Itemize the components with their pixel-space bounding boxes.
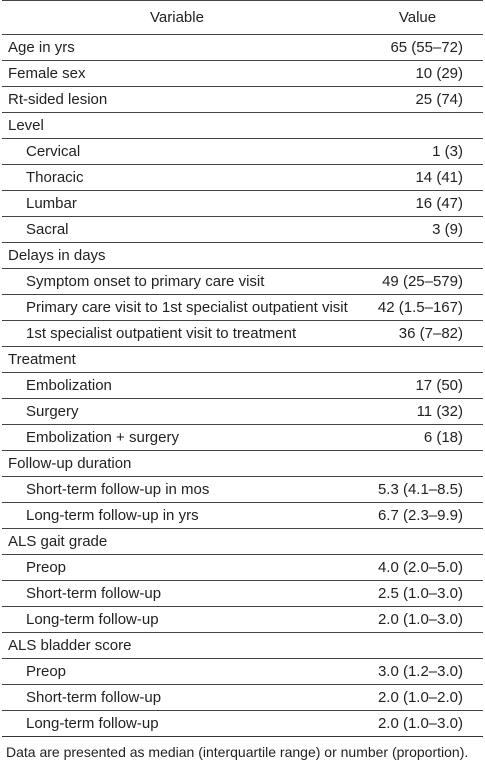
row-value: 14 (41)	[352, 164, 483, 191]
table-row: Age in yrs 65 (55–72)	[2, 34, 483, 61]
row-value	[352, 112, 483, 139]
row-value: 4.0 (2.0–5.0)	[352, 554, 483, 581]
row-value: 25 (74)	[352, 86, 483, 113]
row-label: Follow-up duration	[2, 450, 352, 477]
row-value: 1 (3)	[352, 138, 483, 165]
table-row: Rt-sided lesion 25 (74)	[2, 86, 483, 113]
table-row: Short-term follow-up 2.0 (1.0–2.0)	[2, 684, 483, 711]
row-label: Age in yrs	[2, 34, 352, 61]
row-label: Preop	[2, 554, 352, 581]
table-row: Short-term follow-up 2.5 (1.0–3.0)	[2, 580, 483, 607]
row-value	[352, 242, 483, 269]
table-row: Embolization 17 (50)	[2, 372, 483, 399]
row-label: Lumbar	[2, 190, 352, 217]
row-value: 10 (29)	[352, 60, 483, 87]
table-row: Surgery 11 (32)	[2, 398, 483, 425]
row-label: Cervical	[2, 138, 352, 165]
row-label: Long-term follow-up in yrs	[2, 502, 352, 529]
table-row: ALS bladder score	[2, 632, 483, 659]
row-value: 36 (7–82)	[352, 320, 483, 347]
row-value: 2.0 (1.0–3.0)	[352, 710, 483, 737]
row-label: ALS gait grade	[2, 528, 352, 555]
table-row: Preop 3.0 (1.2–3.0)	[2, 658, 483, 685]
table-row: Thoracic 14 (41)	[2, 164, 483, 191]
row-label: Embolization	[2, 372, 352, 399]
table-row: Follow-up duration	[2, 450, 483, 477]
table-row: Delays in days	[2, 242, 483, 269]
row-label: Rt-sided lesion	[2, 86, 352, 113]
row-value: 6 (18)	[352, 424, 483, 451]
row-value: 11 (32)	[352, 398, 483, 425]
row-value: 42 (1.5–167)	[352, 294, 483, 321]
table-row: Primary care visit to 1st specialist out…	[2, 294, 483, 321]
data-table-container: Variable Value Age in yrs 65 (55–72) Femal…	[2, 0, 483, 737]
table-row: Short-term follow-up in mos 5.3 (4.1–8.5)	[2, 476, 483, 503]
row-label: Short-term follow-up	[2, 684, 352, 711]
table-row: Embolization + surgery 6 (18)	[2, 424, 483, 451]
row-value: 6.7 (2.3–9.9)	[352, 502, 483, 529]
row-label: Female sex	[2, 60, 352, 87]
row-value: 5.3 (4.1–8.5)	[352, 476, 483, 503]
table-row: Symptom onset to primary care visit 49 (2…	[2, 268, 483, 295]
table-body: Age in yrs 65 (55–72) Female sex 10 (29) Rt-…	[2, 34, 483, 737]
row-label: Sacral	[2, 216, 352, 243]
row-value: 2.5 (1.0–3.0)	[352, 580, 483, 607]
header-variable: Variable	[2, 0, 352, 35]
row-label: Level	[2, 112, 352, 139]
table-row: Treatment	[2, 346, 483, 373]
row-label: Treatment	[2, 346, 352, 373]
row-value: 17 (50)	[352, 372, 483, 399]
row-value: 49 (25–579)	[352, 268, 483, 295]
row-label: Long-term follow-up	[2, 710, 352, 737]
table-row: Cervical 1 (3)	[2, 138, 483, 165]
table-row: Long-term follow-up in yrs 6.7 (2.3–9.9)	[2, 502, 483, 529]
row-value: 3 (9)	[352, 216, 483, 243]
table-row: 1st specialist outpatient visit to treat…	[2, 320, 483, 347]
table-row: Sacral 3 (9)	[2, 216, 483, 243]
header-value: Value	[352, 0, 483, 35]
row-label: Embolization + surgery	[2, 424, 352, 451]
table-footnote: Data are presented as median (interquart…	[6, 744, 469, 760]
row-label: Symptom onset to primary care visit	[2, 268, 352, 295]
table-row: Level	[2, 112, 483, 139]
data-table: Variable Value Age in yrs 65 (55–72) Femal…	[2, 0, 483, 737]
row-value: 3.0 (1.2–3.0)	[352, 658, 483, 685]
row-value: 65 (55–72)	[352, 34, 483, 61]
row-label: 1st specialist outpatient visit to treat…	[2, 320, 352, 347]
table-row: Female sex 10 (29)	[2, 60, 483, 87]
row-value	[352, 450, 483, 477]
row-label: Thoracic	[2, 164, 352, 191]
row-label: Short-term follow-up in mos	[2, 476, 352, 503]
table-row: Long-term follow-up 2.0 (1.0–3.0)	[2, 710, 483, 737]
row-label: Preop	[2, 658, 352, 685]
row-value	[352, 346, 483, 373]
row-label: Delays in days	[2, 242, 352, 269]
row-value	[352, 528, 483, 555]
row-label: ALS bladder score	[2, 632, 352, 659]
table-row: Preop 4.0 (2.0–5.0)	[2, 554, 483, 581]
row-value	[352, 632, 483, 659]
row-value: 16 (47)	[352, 190, 483, 217]
row-label: Short-term follow-up	[2, 580, 352, 607]
row-label: Primary care visit to 1st specialist out…	[2, 294, 352, 321]
table-header-row: Variable Value	[2, 0, 483, 35]
row-label: Surgery	[2, 398, 352, 425]
table-row: ALS gait grade	[2, 528, 483, 555]
row-value: 2.0 (1.0–3.0)	[352, 606, 483, 633]
table-row: Lumbar 16 (47)	[2, 190, 483, 217]
row-label: Long-term follow-up	[2, 606, 352, 633]
table-row: Long-term follow-up 2.0 (1.0–3.0)	[2, 606, 483, 633]
row-value: 2.0 (1.0–2.0)	[352, 684, 483, 711]
